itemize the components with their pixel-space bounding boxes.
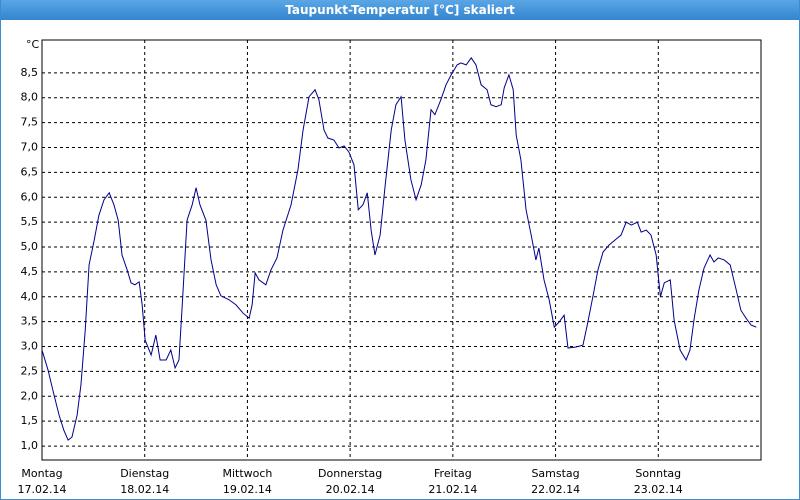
x-tick-label: Montag — [21, 467, 62, 480]
x-tick-label: Donnerstag — [318, 467, 382, 480]
y-tick-label: 8,5 — [21, 66, 39, 79]
x-tick-label: Mittwoch — [222, 467, 272, 480]
y-unit-label: °C — [26, 38, 40, 51]
y-tick-label: 1,0 — [21, 439, 39, 452]
y-tick-label: 6,5 — [21, 165, 39, 178]
y-tick-label: 4,5 — [21, 265, 39, 278]
y-tick-label: 3,5 — [21, 315, 39, 328]
data-line — [41, 57, 757, 441]
y-tick-label: 5,0 — [21, 240, 39, 253]
y-tick-label: 6,0 — [21, 190, 39, 203]
x-tick-date: 22.02.14 — [531, 483, 580, 496]
x-tick-label: Dienstag — [120, 467, 169, 480]
y-tick-label: 2,0 — [21, 389, 39, 402]
x-tick-date: 19.02.14 — [223, 483, 272, 496]
y-tick-label: 5,5 — [21, 215, 39, 228]
x-tick-label: Freitag — [434, 467, 472, 480]
y-tick-label: 4,0 — [21, 290, 39, 303]
y-tick-label: 7,0 — [21, 140, 39, 153]
x-tick-date: 18.02.14 — [120, 483, 169, 496]
x-tick-date: 17.02.14 — [18, 483, 67, 496]
y-tick-label: 1,5 — [21, 414, 39, 427]
chart: °C 1,0 1,5 2,0 2,5 3,0 3,5 4,0 4,5 5,0 5,5 6,0 6,5 7… — [18, 38, 762, 496]
x-tick-date: 21.02.14 — [428, 483, 477, 496]
x-tick-label: Samstag — [531, 467, 579, 480]
title-bar: Taupunkt-Temperatur [°C] skaliert — [1, 0, 799, 20]
x-tick-date: 23.02.14 — [634, 483, 683, 496]
x-tick-date: 20.02.14 — [326, 483, 375, 496]
y-tick-label: 8,0 — [21, 91, 39, 104]
y-tick-label: 7,5 — [21, 116, 39, 129]
y-tick-label: 2,5 — [21, 364, 39, 377]
y-tick-label: 3,0 — [21, 340, 39, 353]
x-tick-label: Sonntag — [635, 467, 681, 480]
